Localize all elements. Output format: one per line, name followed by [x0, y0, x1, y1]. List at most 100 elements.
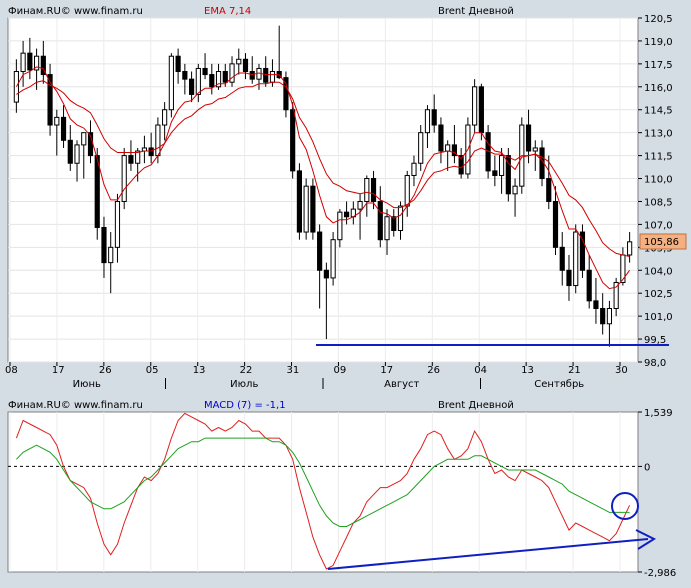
- candle-bearish: [600, 307, 606, 325]
- price-tick-label: 110,0: [644, 175, 673, 186]
- candle-bullish: [81, 132, 87, 146]
- signal-line: [16, 437, 630, 527]
- candle-bullish: [121, 155, 127, 202]
- macd-grid: [9, 412, 621, 572]
- candle-bearish: [323, 269, 329, 279]
- candle-bearish: [263, 67, 269, 83]
- ema-slow-line: [16, 80, 630, 257]
- candle-bullish: [613, 281, 619, 309]
- candle-bullish: [532, 147, 538, 152]
- candle-bullish: [418, 132, 424, 164]
- price-tick-label: 107,0: [644, 220, 673, 231]
- x-tick-label: 08: [5, 365, 18, 376]
- candle-bullish: [620, 254, 626, 283]
- candle-bullish: [397, 205, 404, 232]
- macd-line: [15, 412, 631, 570]
- candle-bullish: [364, 178, 370, 202]
- candle-bearish: [242, 58, 249, 73]
- x-month-label: Август: [384, 379, 419, 390]
- x-month-label: Июль: [230, 379, 258, 390]
- candle-bullish: [114, 200, 121, 248]
- candle-bullish: [269, 71, 276, 83]
- candle-bullish: [303, 185, 309, 233]
- candle-bearish: [67, 139, 73, 164]
- candle-bearish: [559, 246, 565, 271]
- macd-tick-label: -2,986: [644, 568, 676, 579]
- candle-bearish: [283, 77, 289, 111]
- candle-bullish: [424, 109, 431, 134]
- candle-bearish: [552, 200, 559, 248]
- macd-indicator-label: MACD (7) = -1,1: [204, 400, 286, 411]
- x-tick-label: 04: [474, 365, 487, 376]
- macd-y-axis: 1,539 0 -2,986: [638, 408, 676, 579]
- candle-bullish: [384, 216, 390, 241]
- last-price-label: 105,86: [644, 237, 679, 248]
- x-tick-label: 13: [193, 365, 206, 376]
- x-tick-label: 05: [146, 365, 159, 376]
- price-tick-label: 117,5: [644, 60, 673, 71]
- candle-bearish: [505, 155, 511, 195]
- candle-bearish: [343, 211, 350, 218]
- site-label[interactable]: Финам.RU© www.finam.ru: [8, 6, 143, 17]
- candle-bearish: [47, 74, 53, 126]
- price-tick-label: 120,5: [644, 14, 673, 25]
- crossover-circle: [611, 492, 639, 520]
- x-tick-label: 26: [99, 365, 112, 376]
- price-y-axis: 120,5 119,0 117,5 116,0 114,5 113,0 111,5 110,0…: [638, 14, 673, 369]
- ema-indicator-label: EMA 7,14: [204, 6, 251, 17]
- candle-bearish: [175, 55, 181, 73]
- candle-bearish: [290, 109, 296, 172]
- candle-bullish: [135, 150, 141, 164]
- price-tick-label: 113,0: [644, 129, 673, 140]
- macd-site-label[interactable]: Финам.RU© www.finam.ru: [8, 400, 143, 411]
- candle-bearish: [438, 124, 444, 152]
- candle-bullish: [330, 239, 336, 279]
- macd-instrument-label: Brent Дневной: [438, 400, 514, 411]
- candle-bearish: [188, 78, 195, 95]
- candle-bullish: [411, 162, 417, 176]
- divergence-arrowhead: [635, 529, 657, 550]
- candle-bullish: [168, 55, 174, 111]
- candle-bullish: [229, 63, 235, 83]
- x-tick-label: 09: [333, 365, 346, 376]
- candle-bearish: [593, 300, 599, 309]
- candle-bullish: [215, 71, 222, 88]
- candle-bearish: [148, 147, 154, 157]
- candle-bearish: [128, 155, 134, 164]
- price-tick-label: 111,5: [644, 152, 673, 163]
- x-tick-label: 17: [380, 365, 393, 376]
- candle-bearish: [222, 71, 228, 83]
- candle-bearish: [60, 116, 67, 141]
- candle-bearish: [391, 216, 397, 232]
- candle-bearish: [94, 155, 100, 228]
- price-plot-area[interactable]: [7, 17, 639, 363]
- x-tick-label: 17: [52, 365, 65, 376]
- candle-bullish: [20, 52, 26, 73]
- candle-bullish: [445, 144, 451, 152]
- price-tick-label: 119,0: [644, 37, 673, 48]
- candle-bearish: [431, 109, 437, 126]
- candle-bearish: [458, 155, 464, 175]
- candle-bullish: [337, 211, 343, 241]
- price-tick-label: 104,0: [644, 266, 673, 277]
- candle-bullish: [573, 231, 579, 287]
- candle-bearish: [525, 124, 532, 152]
- macd-plot-area[interactable]: [7, 411, 639, 573]
- price-tick-label: 116,0: [644, 83, 673, 94]
- last-price-box: [639, 233, 687, 250]
- instrument-label: Brent Дневной: [438, 6, 514, 17]
- candle-bullish: [606, 307, 613, 325]
- candle-bearish: [249, 71, 255, 80]
- x-month-label: Сентябрь: [534, 379, 584, 390]
- x-month-label: Июнь: [73, 379, 101, 390]
- candle-bullish: [162, 109, 168, 126]
- candle-bearish: [370, 178, 377, 202]
- candle-bullish: [74, 144, 80, 164]
- candle-bullish: [627, 241, 633, 256]
- x-tick-label: 13: [521, 365, 534, 376]
- candle-bearish: [451, 144, 458, 157]
- candle-bearish: [202, 67, 208, 76]
- candle-bullish: [13, 71, 19, 103]
- candle-bullish: [498, 155, 505, 176]
